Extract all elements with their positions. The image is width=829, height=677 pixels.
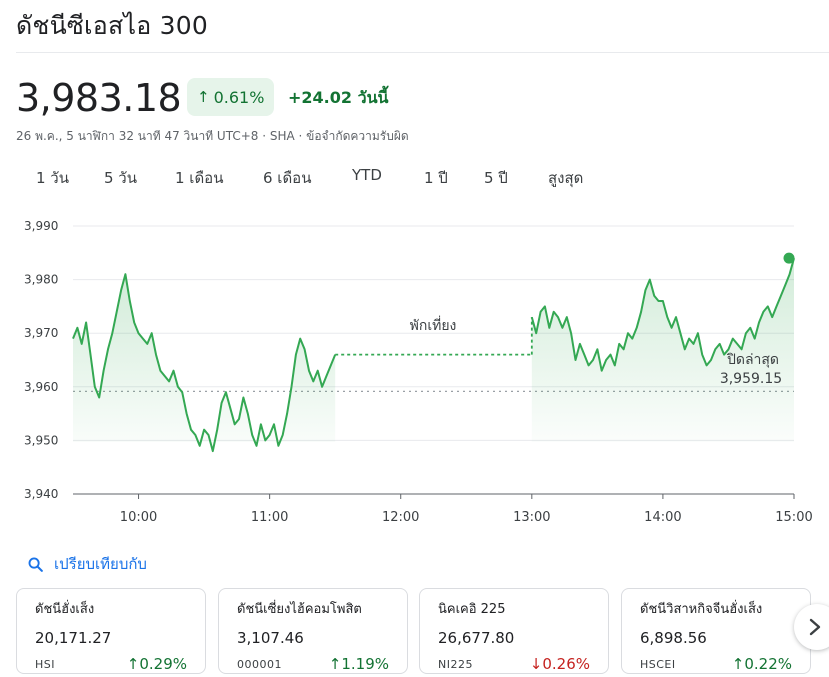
x-tick-label: 14:00	[644, 510, 681, 525]
search-icon	[28, 557, 43, 572]
compare-button[interactable]: เปรียบเทียบกับ	[27, 552, 147, 576]
y-tick-label: 3,960	[24, 380, 58, 394]
percent-change-badge: ↑ 0.61%	[187, 78, 275, 116]
area-fill-session-1	[73, 274, 336, 452]
index-card-shanghai[interactable]: ดัชนีเซี่ยงไฮ้คอมโพสิต 3,107.46 000001 ↑…	[218, 588, 408, 674]
index-card-symbol: HSI	[35, 657, 55, 671]
index-card-change-value: 0.22%	[744, 655, 792, 673]
index-card-value: 3,107.46	[237, 629, 304, 647]
lunch-break-label: พักเที่ยง	[410, 316, 457, 334]
tab-1-day[interactable]: 1 วัน	[36, 169, 69, 187]
percent-change: 0.61%	[213, 87, 265, 107]
header-divider	[16, 52, 829, 53]
current-price: 3,983.18	[16, 76, 182, 120]
chevron-right-icon	[809, 618, 821, 636]
index-card-name: ดัชนีเซี่ยงไฮ้คอมโพสิต	[237, 602, 362, 617]
arrow-up-icon: ↑	[126, 655, 140, 673]
arrow-up-icon: ↑	[197, 88, 210, 106]
y-tick-label: 3,970	[24, 326, 58, 340]
x-tick-label: 12:00	[382, 510, 419, 525]
index-card-name: นิคเคอิ 225	[438, 602, 506, 617]
index-card-symbol: NI225	[438, 657, 473, 671]
index-card-name: ดัชนีฮั่งเส็ง	[35, 602, 95, 617]
index-card-change: ↓0.26%	[530, 655, 590, 673]
chart-area-fill	[73, 258, 794, 452]
today-label: วันนี้	[357, 88, 389, 107]
area-fill-session-2	[531, 258, 794, 442]
index-card-value: 20,171.27	[35, 629, 112, 647]
x-tick-label: 10:00	[120, 510, 157, 525]
y-tick-label: 3,940	[24, 487, 58, 501]
index-card-symbol: 000001	[237, 657, 282, 671]
index-card-change-value: 1.19%	[341, 655, 389, 673]
compare-label: เปรียบเทียบกับ	[54, 555, 147, 573]
last-price-dot	[783, 252, 795, 264]
previous-close-value: 3,959.15	[720, 371, 782, 387]
chart-lines	[72, 252, 795, 453]
price-line-session-2	[530, 257, 795, 372]
tab-1-year[interactable]: 1 ปี	[424, 169, 448, 187]
absolute-change-value: +24.02	[288, 88, 353, 107]
arrow-down-icon: ↓	[529, 655, 543, 673]
index-card-name: ดัชนีวิสาหกิจจีนฮั่งเส็ง	[640, 602, 763, 617]
x-tick-label: 15:00	[775, 510, 812, 525]
index-card-value: 6,898.56	[640, 629, 707, 647]
tab-6-months[interactable]: 6 เดือน	[263, 169, 312, 187]
index-card-change-value: 0.29%	[139, 655, 187, 673]
price-line-session-1	[72, 273, 337, 453]
index-card-value: 26,677.80	[438, 629, 515, 647]
x-tick-label: 11:00	[251, 510, 288, 525]
price-chart[interactable]: 3,990 3,980 3,970 3,960 3,950 3,940 10:00 11:0…	[0, 205, 829, 535]
tab-max[interactable]: สูงสุด	[548, 169, 584, 187]
arrow-up-icon: ↑	[731, 655, 745, 673]
index-card-hscei[interactable]: ดัชนีวิสาหกิจจีนฮั่งเส็ง 6,898.56 HSCEI …	[621, 588, 811, 674]
arrow-up-icon: ↑	[328, 655, 342, 673]
tab-1-month[interactable]: 1 เดือน	[175, 169, 224, 187]
y-tick-label: 3,980	[24, 273, 58, 287]
x-tick-label: 13:00	[513, 510, 550, 525]
y-tick-label: 3,990	[24, 219, 58, 233]
index-card-nikkei[interactable]: นิคเคอิ 225 26,677.80 NI225 ↓0.26%	[419, 588, 609, 674]
index-card-hsi[interactable]: ดัชนีฮั่งเส็ง 20,171.27 HSI ↑0.29%	[16, 588, 206, 674]
tab-ytd[interactable]: YTD	[352, 166, 382, 184]
next-cards-button[interactable]	[794, 604, 829, 650]
index-card-symbol: HSCEI	[640, 657, 676, 671]
index-card-change-value: 0.26%	[542, 655, 590, 673]
absolute-change: +24.02 วันนี้	[288, 86, 388, 111]
previous-close-label: ปิดล่าสุด	[726, 352, 779, 368]
y-tick-label: 3,950	[24, 433, 58, 447]
index-card-change: ↑0.29%	[127, 655, 187, 673]
index-card-change: ↑1.19%	[329, 655, 389, 673]
tab-5-days[interactable]: 5 วัน	[104, 169, 137, 187]
x-axis-labels: 10:00 11:00 12:00 13:00 14:00 15:00	[120, 510, 813, 525]
page-title: ดัชนีซีเอสไอ 300	[16, 11, 208, 40]
index-card-change: ↑0.22%	[732, 655, 792, 673]
tab-5-years[interactable]: 5 ปี	[484, 169, 508, 187]
y-axis-labels: 3,990 3,980 3,970 3,960 3,950 3,940	[24, 219, 58, 501]
quote-meta: 26 พ.ค., 5 นาฬิกา 32 นาที 47 วินาที UTC+…	[16, 129, 409, 143]
